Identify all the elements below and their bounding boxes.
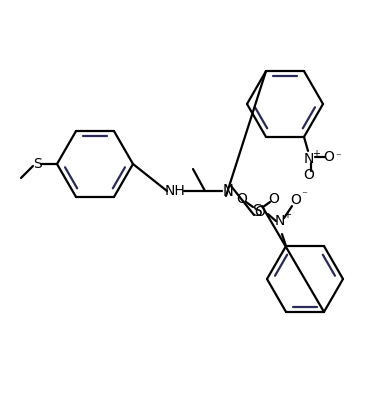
Text: +: + <box>312 149 320 159</box>
Text: O: O <box>254 205 266 219</box>
Text: O: O <box>291 193 301 207</box>
Text: O: O <box>323 150 334 164</box>
Text: S: S <box>33 157 41 171</box>
Text: N: N <box>275 214 285 228</box>
Text: ⁻: ⁻ <box>335 152 341 162</box>
Text: N: N <box>223 184 234 198</box>
Text: O: O <box>237 192 247 206</box>
Text: NH: NH <box>164 184 185 198</box>
Text: +: + <box>283 210 291 220</box>
Text: O: O <box>303 168 315 182</box>
Text: S: S <box>253 204 263 218</box>
Text: ⁻: ⁻ <box>301 190 307 200</box>
Text: N: N <box>304 152 314 166</box>
Text: O: O <box>269 192 279 206</box>
